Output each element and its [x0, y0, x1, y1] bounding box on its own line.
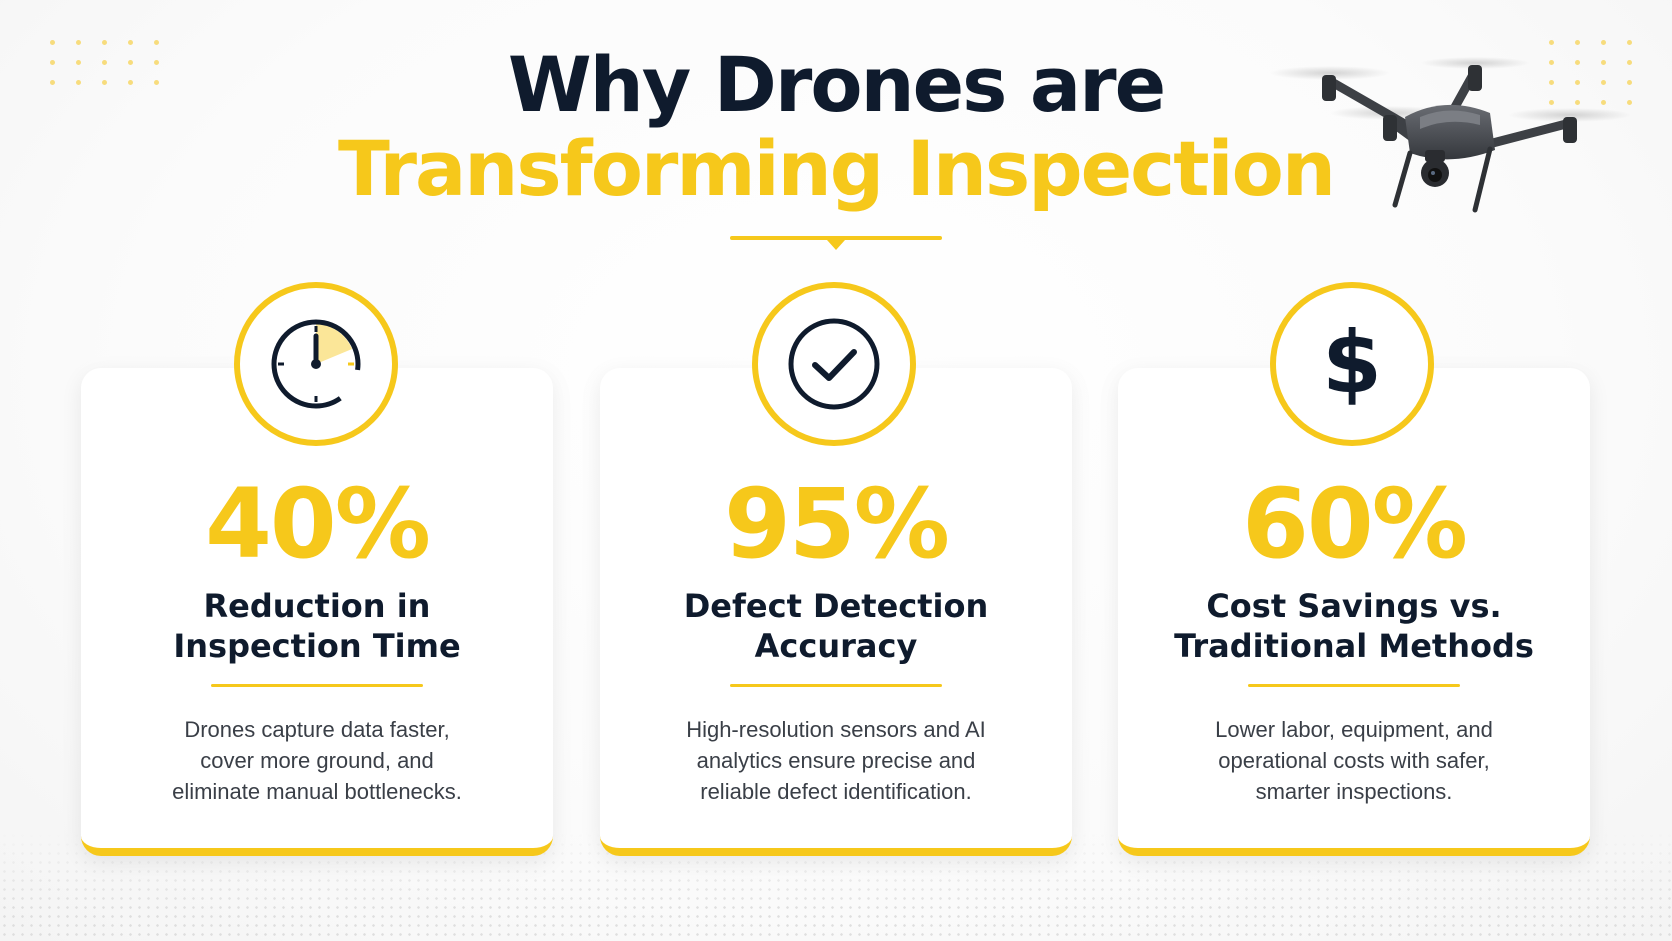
- stat-card-defect-accuracy: [600, 368, 1072, 856]
- stat-heading-line: Reduction in: [203, 587, 431, 625]
- stat-heading-inspection-time: Reduction in Inspection Time: [81, 586, 553, 666]
- badge-stopwatch: [234, 282, 398, 446]
- description-line: reliable defect identification.: [700, 779, 972, 804]
- card-divider: [1248, 684, 1460, 687]
- stopwatch-icon: [271, 319, 361, 409]
- title-underline: [730, 236, 942, 240]
- description-line: operational costs with safer,: [1218, 748, 1490, 773]
- description-line: High-resolution sensors and AI: [686, 717, 986, 742]
- stat-heading-line: Cost Savings vs.: [1206, 587, 1502, 625]
- description-line: Lower labor, equipment, and: [1215, 717, 1493, 742]
- svg-text:$: $: [1322, 314, 1382, 413]
- checkmark-icon: [788, 318, 880, 410]
- stat-description-defect-accuracy: High-resolution sensors and AI analytics…: [600, 714, 1072, 807]
- stat-heading-cost-savings: Cost Savings vs. Traditional Methods: [1118, 586, 1590, 666]
- description-line: cover more ground, and: [200, 748, 434, 773]
- stat-card-cost-savings: [1118, 368, 1590, 856]
- decorative-dots-right: [1549, 40, 1632, 105]
- description-line: analytics ensure precise and: [696, 748, 976, 773]
- stat-value-cost-savings: 60%: [1242, 468, 1468, 580]
- stat-heading-line: Inspection Time: [173, 627, 461, 665]
- page-title-line2: Transforming Inspection: [338, 124, 1336, 213]
- stat-heading-line: Defect Detection: [683, 587, 989, 625]
- stat-heading-line: Accuracy: [754, 627, 918, 665]
- stat-heading-line: Traditional Methods: [1174, 627, 1534, 665]
- stat-value-defect-accuracy: 95%: [724, 468, 950, 580]
- description-line: smarter inspections.: [1255, 779, 1453, 804]
- drone-illustration: [1270, 57, 1632, 213]
- card-divider: [211, 684, 423, 687]
- stat-heading-defect-accuracy: Defect Detection Accuracy: [600, 586, 1072, 666]
- card-divider: [730, 684, 942, 687]
- badge-dollar: $: [1270, 282, 1434, 446]
- stat-description-inspection-time: Drones capture data faster, cover more g…: [81, 714, 553, 807]
- description-line: eliminate manual bottlenecks.: [172, 779, 462, 804]
- page-title-line1: Why Drones are: [507, 40, 1166, 129]
- stat-card-inspection-time: [81, 368, 553, 856]
- description-line: Drones capture data faster,: [184, 717, 450, 742]
- stat-description-cost-savings: Lower labor, equipment, and operational …: [1118, 714, 1590, 807]
- title-underline-pointer: [827, 240, 845, 250]
- badge-checkmark: [752, 282, 916, 446]
- decorative-dots-left: [50, 40, 159, 85]
- dollar-icon: $: [1322, 314, 1382, 413]
- stat-value-inspection-time: 40%: [205, 468, 431, 580]
